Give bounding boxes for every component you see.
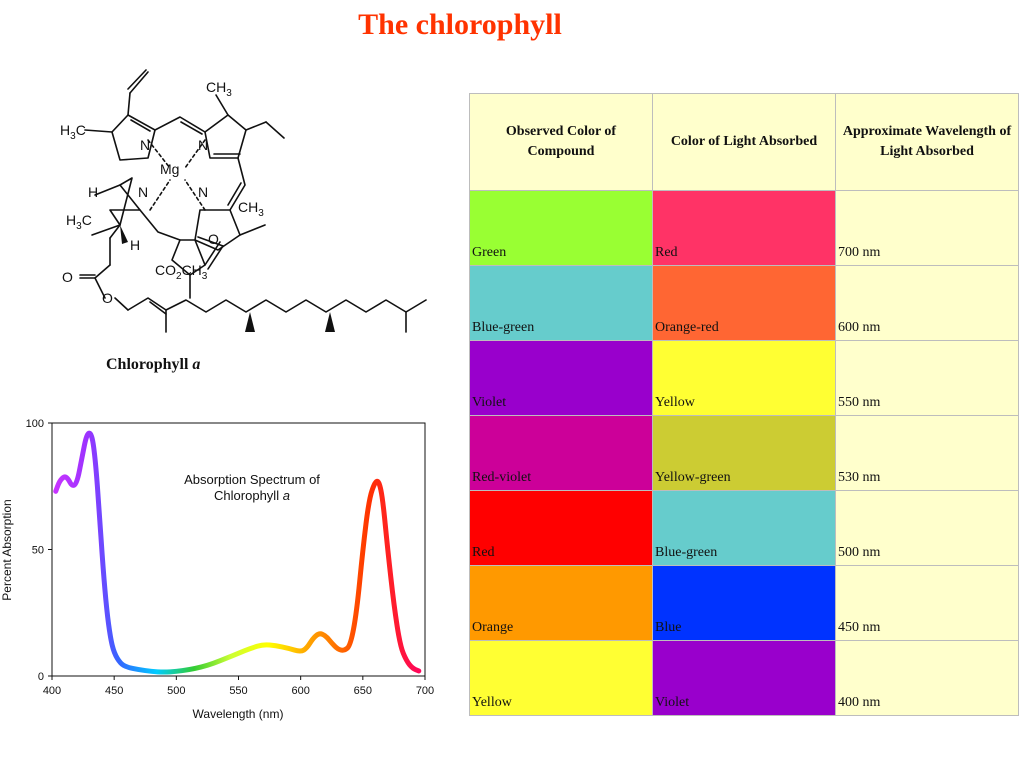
svg-text:H: H — [130, 237, 140, 253]
observed-color-cell: Violet — [469, 340, 653, 416]
svg-text:O: O — [208, 231, 219, 247]
chart-title-line1: Absorption Spectrum of — [184, 472, 320, 487]
svg-text:O: O — [62, 269, 73, 285]
molecule-caption: Chlorophyll a — [106, 356, 200, 374]
absorbed-color-cell: Yellow-green — [652, 415, 836, 491]
svg-text:H3C: H3C — [60, 122, 86, 142]
svg-text:CH3: CH3 — [206, 79, 232, 99]
chart-title-letter: a — [283, 488, 290, 503]
table-row: Yellow Violet 400 nm — [469, 640, 1019, 716]
y-tick-label: 100 — [26, 418, 44, 430]
wavelength-cell: 550 nm — [835, 340, 1019, 416]
svg-text:H: H — [88, 184, 98, 200]
tick-layer: 400 450 500 550 600 650 700 0 50 100 — [26, 418, 435, 697]
x-tick-label: 400 — [43, 685, 61, 697]
svg-text:N: N — [198, 137, 208, 153]
observed-color-cell: Green — [469, 190, 653, 266]
absorption-spectrum-chart: 400 450 500 550 600 650 700 0 50 100 Absorption S… — [0, 418, 435, 721]
svg-text:N: N — [140, 137, 150, 153]
wavelength-cell: 600 nm — [835, 265, 1019, 341]
x-tick-label: 600 — [291, 685, 309, 697]
chlorophyll-structure: CH3 H3C N N N N Mg H H3C H CH3 O CO2CH3 … — [60, 69, 427, 333]
spectrum-series-line — [53, 430, 422, 675]
observed-color-cell: Orange — [469, 565, 653, 641]
table-row: Violet Yellow 550 nm — [469, 340, 1019, 416]
observed-color-cell: Red — [469, 490, 653, 566]
svg-text:CH3: CH3 — [238, 199, 264, 219]
x-tick-label: 500 — [167, 685, 185, 697]
x-tick-label: 650 — [354, 685, 372, 697]
header-observed-color: Observed Color of Compound — [469, 93, 653, 191]
wavelength-cell: 700 nm — [835, 190, 1019, 266]
table-row: Red Blue-green 500 nm — [469, 490, 1019, 566]
header-absorbed-color: Color of Light Absorbed — [652, 93, 836, 191]
table-header-row: Observed Color of Compound Color of Ligh… — [469, 93, 1019, 191]
table-row: Green Red 700 nm — [469, 190, 1019, 266]
y-tick-label: 0 — [38, 671, 44, 683]
molecule-caption-name: Chlorophyll — [106, 356, 189, 373]
x-axis-label: Wavelength (nm) — [193, 707, 284, 721]
absorbed-color-cell: Orange-red — [652, 265, 836, 341]
absorbed-color-cell: Red — [652, 190, 836, 266]
observed-color-cell: Red-violet — [469, 415, 653, 491]
svg-text:O: O — [102, 290, 113, 306]
table-row: Red-violet Yellow-green 530 nm — [469, 415, 1019, 491]
svg-text:CO2CH3: CO2CH3 — [155, 262, 208, 282]
svg-text:Mg: Mg — [160, 161, 179, 177]
chart-title-name: Chlorophyll — [214, 488, 279, 503]
wavelength-cell: 530 nm — [835, 415, 1019, 491]
table-row: Orange Blue 450 nm — [469, 565, 1019, 641]
table-row: Blue-green Orange-red 600 nm — [469, 265, 1019, 341]
svg-text:N: N — [138, 184, 148, 200]
y-tick-label: 50 — [32, 545, 44, 557]
observed-color-cell: Blue-green — [469, 265, 653, 341]
svg-text:H3C: H3C — [66, 212, 92, 232]
observed-color-cell: Yellow — [469, 640, 653, 716]
x-tick-label: 550 — [229, 685, 247, 697]
absorbed-color-cell: Violet — [652, 640, 836, 716]
molecule-caption-letter: a — [192, 356, 201, 373]
page-title: The chlorophyll — [358, 8, 562, 41]
plot-area — [51, 422, 426, 677]
y-axis-label: Percent Absorption — [0, 499, 14, 600]
color-absorption-table: Observed Color of Compound Color of Ligh… — [469, 93, 1019, 716]
wavelength-cell: 400 nm — [835, 640, 1019, 716]
svg-text:N: N — [198, 184, 208, 200]
x-tick-label: 700 — [416, 685, 434, 697]
absorbed-color-cell: Blue-green — [652, 490, 836, 566]
x-tick-label: 450 — [105, 685, 123, 697]
absorbed-color-cell: Blue — [652, 565, 836, 641]
wavelength-cell: 500 nm — [835, 490, 1019, 566]
wavelength-cell: 450 nm — [835, 565, 1019, 641]
header-wavelength: Approximate Wavelength of Light Absorbed — [835, 93, 1019, 191]
absorbed-color-cell: Yellow — [652, 340, 836, 416]
chart-title-line2: Chlorophyll a — [214, 488, 290, 503]
